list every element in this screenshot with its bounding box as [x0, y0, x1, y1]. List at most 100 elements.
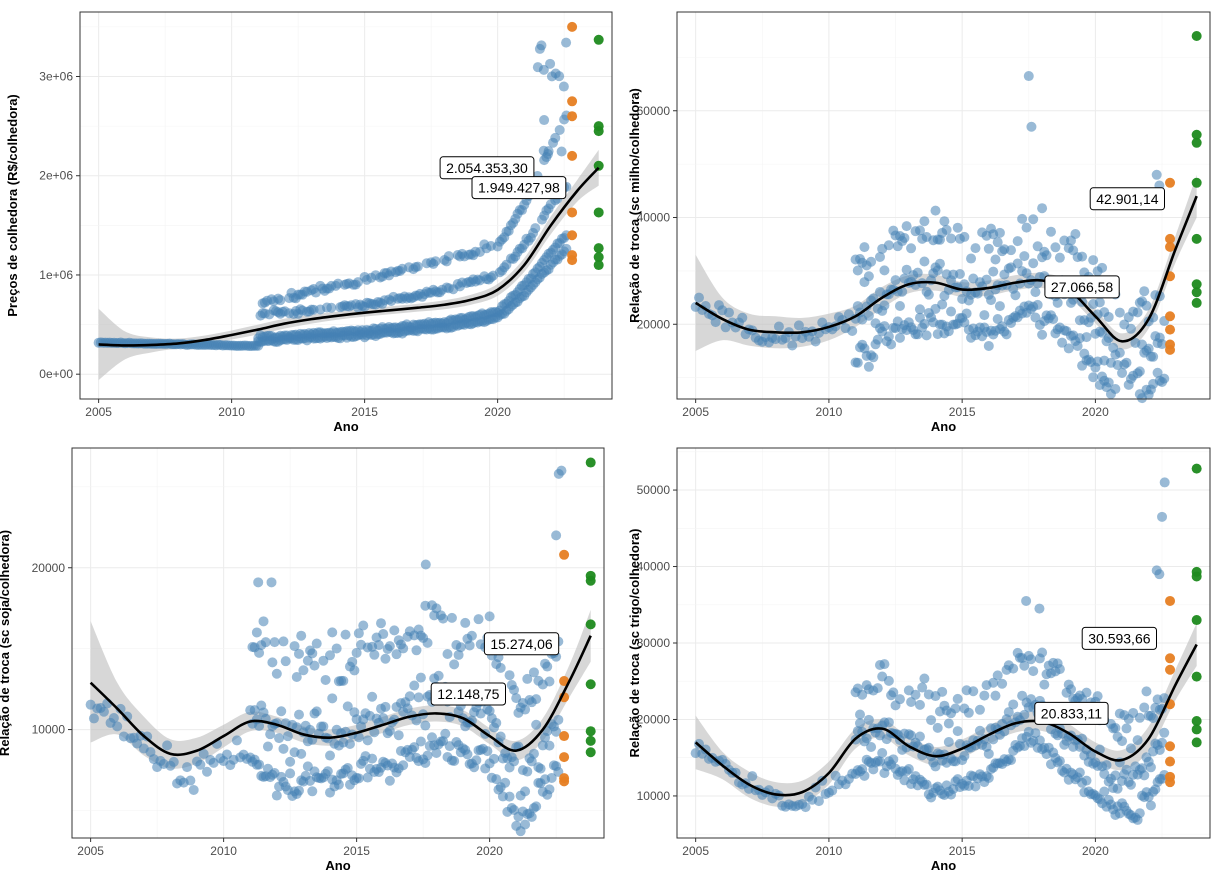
data-point [282, 731, 293, 742]
data-point [433, 670, 444, 681]
x-axis-title: Ano [931, 419, 956, 434]
data-point [546, 772, 557, 783]
data-point [855, 709, 865, 720]
annotation-label: 42.901,14 [1089, 187, 1165, 211]
data-point [988, 266, 999, 277]
data-point [894, 301, 905, 312]
annotation-text: 42.901,14 [1096, 191, 1158, 207]
x-axis-title: Ano [325, 858, 350, 873]
data-point [296, 748, 307, 759]
data-point [526, 756, 537, 767]
data-point [440, 728, 451, 739]
data-point [859, 770, 870, 781]
data-point [415, 672, 426, 683]
data-point [926, 715, 937, 726]
data-point [1037, 647, 1048, 658]
data-point [593, 260, 604, 271]
data-point [906, 730, 917, 741]
data-point [930, 761, 941, 772]
data-point [879, 659, 890, 670]
data-point [449, 756, 460, 767]
data-point [559, 776, 570, 787]
x-axis-title: Ano [931, 858, 956, 873]
data-point [1165, 756, 1176, 767]
annotation-box [471, 176, 567, 200]
data-point [142, 731, 153, 742]
data-point [1110, 383, 1121, 394]
data-point [351, 647, 362, 658]
data-point [930, 205, 941, 216]
data-point [484, 611, 495, 622]
data-point [431, 748, 442, 759]
data-point [1191, 716, 1202, 726]
annotation-box [430, 682, 507, 706]
data-point [546, 71, 557, 82]
data-point [384, 725, 395, 736]
data-point [941, 224, 952, 235]
data-point [1023, 71, 1034, 82]
data-point [531, 719, 542, 730]
data-point [1151, 169, 1162, 180]
data-point [420, 758, 431, 769]
data-point [1057, 337, 1068, 348]
chart-panel-1: 2005 2010 2015 2020 0e+00 1e+06 2e+06 3e+06 Ano P… [5, 11, 613, 434]
annotation-label: 30.593,66 [1081, 626, 1157, 650]
data-point [522, 673, 533, 684]
data-point [115, 703, 126, 714]
data-point [1121, 723, 1132, 734]
data-point [983, 243, 994, 254]
data-point [559, 731, 570, 742]
data-point [254, 759, 265, 770]
data-point [1191, 129, 1202, 140]
data-point [466, 630, 477, 641]
data-point [983, 748, 994, 759]
data-point [1157, 339, 1168, 350]
y-tick-label: 20000 [637, 712, 671, 726]
y-axis-title: Relação de troca (sc soja/colhedora) [0, 530, 12, 756]
data-point [367, 691, 378, 702]
data-point [585, 457, 596, 468]
data-point [266, 577, 277, 588]
data-point [1191, 724, 1202, 735]
data-point [473, 614, 484, 625]
data-point [912, 267, 923, 278]
data-point [559, 676, 570, 687]
data-point [455, 642, 466, 653]
y-axis-title: Relação de troca (sc milho/colhedora) [627, 88, 642, 323]
data-point [1085, 750, 1096, 761]
data-point [402, 703, 413, 714]
data-point [554, 71, 565, 82]
data-point [449, 659, 460, 670]
series-recent_2022 [1165, 177, 1176, 355]
data-point [923, 742, 934, 753]
data-point [997, 678, 1008, 689]
y-tick-label: 10000 [637, 789, 671, 803]
data-point [267, 657, 278, 668]
data-point [1191, 737, 1202, 748]
data-point [422, 637, 433, 648]
data-point [309, 660, 320, 671]
plot-frame [676, 11, 1211, 400]
data-point [877, 748, 888, 759]
data-point [1003, 707, 1014, 718]
data-point [1019, 251, 1030, 262]
data-point [567, 255, 578, 266]
data-point [1063, 343, 1074, 354]
y-tick-label: 40000 [637, 211, 671, 225]
annotation-box [1034, 701, 1109, 725]
data-point [285, 756, 296, 767]
data-point [327, 693, 338, 704]
annotation-label: 20.833,11 [1034, 701, 1109, 725]
data-point [342, 701, 353, 712]
data-point [983, 340, 994, 351]
x-tick-label: 2015 [949, 844, 976, 858]
data-point [296, 630, 307, 641]
data-point [1117, 367, 1128, 378]
data-point [1165, 777, 1176, 788]
data-point [585, 726, 596, 737]
annotation-label: 15.274,06 [483, 632, 560, 656]
fit-line [694, 643, 1198, 797]
data-point [872, 334, 883, 345]
data-point [1191, 671, 1202, 682]
data-point [952, 222, 963, 233]
